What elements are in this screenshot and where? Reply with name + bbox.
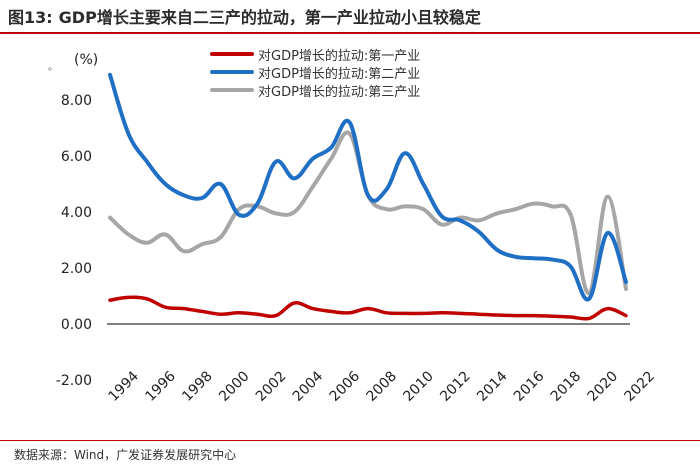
series-lines bbox=[108, 72, 628, 321]
x-tick-label: 2008 bbox=[364, 368, 401, 405]
figure-title-block: 图13: GDP增长主要来自二三产的拉动，第一产业拉动小且较稳定 bbox=[8, 4, 481, 28]
y-tick-label: 6.00 bbox=[61, 149, 92, 165]
x-tick-label: 2016 bbox=[511, 368, 548, 405]
y-tick-label: 0.00 bbox=[61, 317, 92, 333]
stray-mark: 。 bbox=[48, 62, 58, 73]
x-axis-ticks: 1994 1996 1998 2000 2002 2004 2006 2008 2010 2012… bbox=[106, 368, 659, 405]
x-tick-label: 2006 bbox=[327, 368, 364, 405]
x-tick-label: 2010 bbox=[400, 368, 437, 405]
legend-item-tertiary: 对GDP增长的拉动:第三产业 bbox=[210, 82, 421, 100]
legend-item-primary: 对GDP增长的拉动:第一产业 bbox=[210, 46, 421, 64]
legend-item-secondary: 对GDP增长的拉动:第二产业 bbox=[210, 64, 421, 82]
legend-label-tertiary: 对GDP增长的拉动:第三产业 bbox=[258, 84, 421, 100]
legend-label-primary: 对GDP增长的拉动:第一产业 bbox=[258, 48, 421, 64]
y-axis-ticks: -2.00 0.00 2.00 4.00 6.00 8.00 bbox=[56, 93, 92, 389]
series-line-primary bbox=[108, 295, 628, 321]
y-tick-label: 4.00 bbox=[61, 205, 92, 221]
x-tick-label: 2012 bbox=[437, 368, 474, 405]
x-tick-label: 2004 bbox=[290, 368, 327, 405]
x-tick-label: 2014 bbox=[474, 368, 511, 405]
legend: 对GDP增长的拉动:第一产业 对GDP增长的拉动:第二产业 对GDP增长的拉动:… bbox=[210, 46, 420, 100]
x-tick-label: 2022 bbox=[622, 368, 659, 405]
legend-swatch-secondary bbox=[210, 70, 254, 74]
y-tick-label: -2.00 bbox=[56, 373, 92, 389]
x-tick-label: 2002 bbox=[253, 368, 290, 405]
figure-number: 图13: bbox=[8, 8, 53, 27]
x-tick-label: 2000 bbox=[216, 368, 253, 405]
series-line-tertiary bbox=[108, 130, 628, 296]
y-tick-label: 2.00 bbox=[61, 261, 92, 277]
legend-swatch-primary bbox=[210, 52, 254, 56]
x-tick-label: 1996 bbox=[142, 368, 179, 405]
figure-title: GDP增长主要来自二三产的拉动，第一产业拉动小且较稳定 bbox=[58, 8, 481, 27]
data-source: 数据来源：Wind，广发证券发展研究中心 bbox=[14, 448, 237, 462]
x-tick-label: 1994 bbox=[106, 368, 143, 405]
line-chart: -2.000.002.004.006.008.00 1994 1996 1998 20… bbox=[56, 72, 659, 405]
x-tick-label: 1998 bbox=[179, 368, 216, 405]
x-tick-label: 2018 bbox=[548, 368, 585, 405]
title-divider bbox=[0, 32, 700, 34]
y-axis-unit: (%) bbox=[74, 52, 99, 68]
series-line-secondary bbox=[108, 72, 628, 302]
x-tick-label: 2020 bbox=[585, 368, 622, 405]
legend-swatch-tertiary bbox=[210, 88, 254, 92]
footer-divider bbox=[0, 440, 700, 441]
legend-label-secondary: 对GDP增长的拉动:第二产业 bbox=[258, 66, 421, 82]
y-tick-label: 8.00 bbox=[61, 93, 92, 109]
